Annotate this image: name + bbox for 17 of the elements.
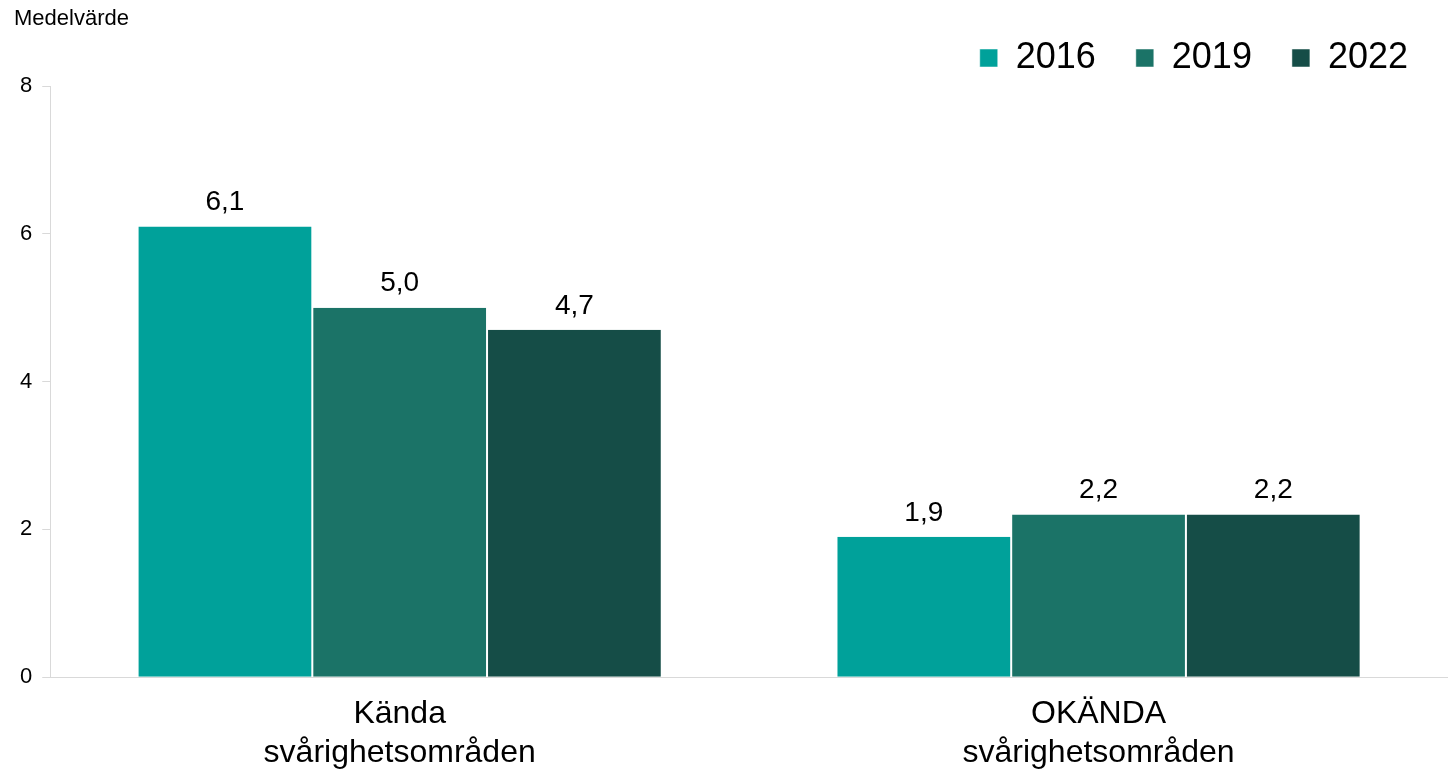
legend-label: 2016 xyxy=(1015,34,1096,76)
data-label: 4,7 xyxy=(554,288,594,320)
legend-label: 2019 xyxy=(1171,34,1252,76)
x-tick-label: Kända svårighetsområden xyxy=(263,694,536,769)
y-tick-label: 0 xyxy=(19,663,33,689)
y-tick-label: 6 xyxy=(19,219,33,245)
data-label: 6,1 xyxy=(205,185,245,217)
x-tick-label: OKÄNDA svårighetsområden xyxy=(962,694,1235,769)
data-label: 5,0 xyxy=(380,266,420,298)
legend-label: 2022 xyxy=(1327,34,1409,76)
data-label: 2,2 xyxy=(1253,473,1293,505)
data-label: 2,2 xyxy=(1079,473,1119,505)
y-tick-label: 4 xyxy=(19,367,33,393)
y-tick-label: 2 xyxy=(19,515,33,541)
data-label: 1,9 xyxy=(904,495,944,527)
y-axis-title: Medelvärde xyxy=(14,5,129,31)
y-tick-label: 8 xyxy=(19,72,33,98)
